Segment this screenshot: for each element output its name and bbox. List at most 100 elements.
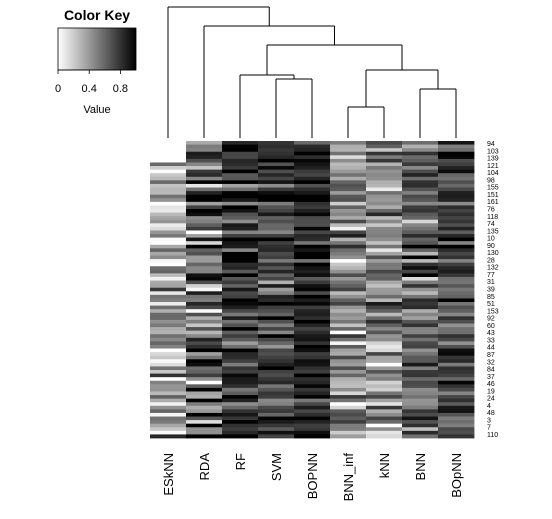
row-label: 28 [487,257,495,264]
heatmap-cell [258,373,295,378]
heatmap-cell [150,241,187,246]
heatmap-cell [222,158,259,163]
heatmap-cell [150,251,187,256]
heatmap-cell [186,169,223,174]
heatmap-cell [294,298,331,303]
heatmap-cell [186,387,223,392]
heatmap-cell [258,144,295,149]
heatmap-cell [150,144,187,149]
heatmap-cell [258,327,295,332]
heatmap-cell [222,280,259,285]
heatmap-cell [330,344,367,349]
heatmap-cell [222,187,259,192]
heatmap-cell [366,198,403,203]
row-label: 19 [487,388,495,395]
heatmap-cell [366,262,403,267]
heatmap-cell [294,273,331,278]
heatmap-cell [150,384,187,389]
heatmap-cell [294,212,331,217]
heatmap-cell [330,430,367,435]
heatmap-cell [294,155,331,160]
heatmap-cell [438,330,475,335]
heatmap-cell [438,409,475,414]
heatmap-cell [438,430,475,435]
heatmap-cell [186,162,223,167]
heatmap-cell [330,241,367,246]
heatmap-cell [402,348,439,353]
heatmap-cell [438,294,475,299]
heatmap-cell [330,141,367,145]
heatmap-cell [186,276,223,281]
heatmap-cell [366,237,403,242]
heatmap-cell [438,319,475,324]
heatmap-cell [330,341,367,346]
heatmap-cell [438,259,475,264]
heatmap-cell [222,405,259,410]
heatmap-cell [294,434,331,439]
heatmap-cell [150,291,187,296]
row-label: 84 [487,367,495,374]
heatmap-cell [402,366,439,371]
heatmap-cell [438,223,475,228]
heatmap-cell [366,334,403,339]
heatmap-cell [258,405,295,410]
heatmap-cell [366,344,403,349]
heatmap-cell [222,266,259,271]
heatmap-cell [258,434,295,439]
heatmap-cell [150,373,187,378]
heatmap-cell [222,276,259,281]
heatmap-cell [258,294,295,299]
heatmap-cell [438,434,475,439]
heatmap-cell [402,305,439,310]
heatmap-cell [222,169,259,174]
heatmap-cell [150,327,187,332]
heatmap-cell [222,423,259,428]
heatmap-cell [402,208,439,213]
heatmap-cell [330,183,367,188]
heatmap-cell [258,237,295,242]
row-label: 24 [487,396,495,403]
heatmap-cell [366,330,403,335]
heatmap-cell [330,427,367,432]
heatmap-cell [366,144,403,149]
heatmap-cell [222,223,259,228]
heatmap-cell [402,359,439,364]
row-label: 130 [487,250,499,257]
heatmap-cell [438,162,475,167]
heatmap-cell [186,176,223,181]
heatmap-cell [186,405,223,410]
row-label: 33 [487,337,495,344]
heatmap-cell [222,201,259,206]
heatmap-cell [366,409,403,414]
heatmap-cell [258,387,295,392]
heatmap-cell [150,262,187,267]
heatmap-cell [258,298,295,303]
heatmap-cell [402,395,439,400]
row-label: 139 [487,156,499,163]
heatmap-cell [150,219,187,224]
heatmap-cell [330,194,367,199]
heatmap-cell [330,198,367,203]
heatmap-cell [258,226,295,231]
heatmap-cell [258,334,295,339]
heatmap-cell [366,219,403,224]
heatmap-cell [258,341,295,346]
heatmap-cell [438,158,475,163]
heatmap-cell [330,234,367,239]
heatmap-cell [366,191,403,196]
heatmap-cell [150,312,187,317]
heatmap-cell [222,144,259,149]
heatmap-cell [402,327,439,332]
heatmap-cell [330,359,367,364]
heatmap-cell [330,312,367,317]
heatmap-cell [330,373,367,378]
heatmap-cell [438,305,475,310]
heatmap-cell [366,269,403,274]
heatmap-cell [186,312,223,317]
heatmap-cell [438,187,475,192]
heatmap-cell [330,251,367,256]
heatmap-cell [222,162,259,167]
heatmap-cell [186,327,223,332]
row-label: 10 [487,236,495,243]
